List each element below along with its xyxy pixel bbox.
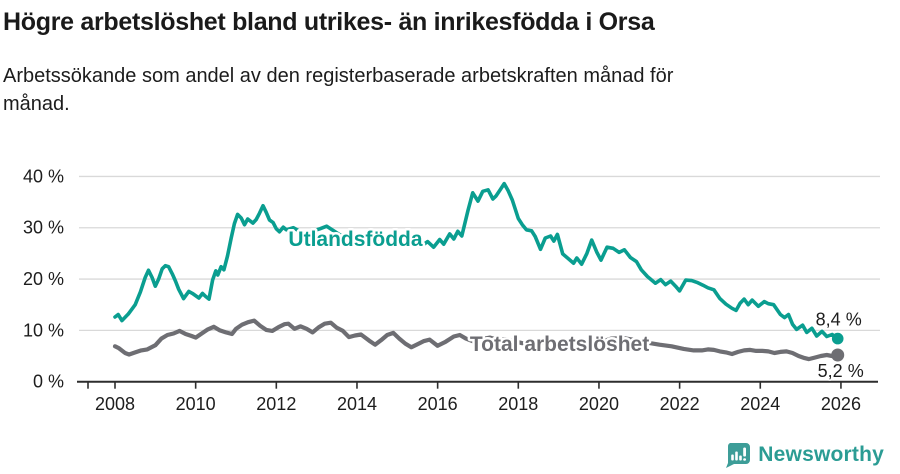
y-axis-tick-label: 40 % — [23, 166, 64, 186]
x-axis-tick-label: 2012 — [256, 394, 296, 414]
newsworthy-wordmark: Newsworthy — [758, 443, 884, 466]
x-axis-tick-label: 2018 — [498, 394, 538, 414]
newsworthy-logo-icon — [726, 443, 751, 468]
x-axis-tick-label: 2016 — [418, 394, 458, 414]
x-axis-tick-label: 2020 — [579, 394, 619, 414]
end-value-label-utlandsf-dda: 8,4 % — [816, 310, 862, 330]
page-title: Högre arbetslöshet bland utrikes- än inr… — [3, 8, 655, 36]
y-axis-tick-label: 30 % — [23, 218, 64, 238]
series-end-dot-utlandsf-dda — [831, 332, 844, 345]
end-value-label-total-arbetsl-shet: 5,2 % — [818, 361, 864, 381]
y-axis-tick-label: 0 % — [33, 372, 64, 392]
series-line-total-arbetsl-shet — [112, 318, 840, 362]
newsworthy-brand: Newsworthy — [724, 442, 884, 468]
x-axis-tick-label: 2022 — [660, 394, 700, 414]
x-axis-tick-label: 2010 — [176, 394, 216, 414]
series-end-dot-total-arbetsl-shet — [831, 348, 845, 362]
series-label-total-arbetsl-shet: Total arbetslöshet — [470, 333, 649, 356]
series-label-utlandsf-dda: Utlandsfödda — [288, 228, 422, 251]
chart-subtitle: Arbetssökande som andel av den registerb… — [3, 65, 674, 115]
series-line-utlandsf-dda — [113, 181, 840, 341]
x-axis-tick-label: 2014 — [337, 394, 377, 414]
x-axis-tick-label: 2024 — [740, 394, 780, 414]
x-axis-tick-label: 2008 — [95, 394, 135, 414]
x-axis-tick-label: 2026 — [821, 394, 861, 414]
y-axis-tick-label: 20 % — [23, 269, 64, 289]
y-axis-tick-label: 10 % — [23, 320, 64, 340]
